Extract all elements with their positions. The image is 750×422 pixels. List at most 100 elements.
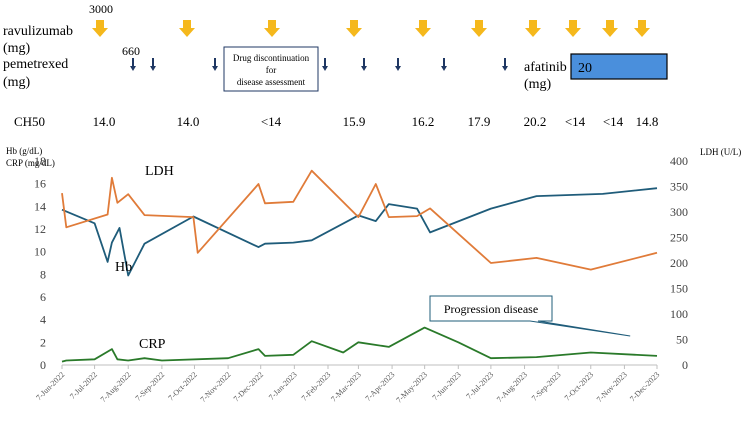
x-tick-label: 7-Jul-2023 <box>464 370 495 401</box>
y-right-tick-label: 0 <box>682 358 688 372</box>
pemetrexed-dose-arrow <box>212 58 218 71</box>
y-right-tick-label: 250 <box>670 231 688 245</box>
y-left-tick-label: 16 <box>34 177 46 191</box>
ch50-value: <14 <box>603 114 624 129</box>
progression-annotation: Progression disease <box>429 295 631 337</box>
y-left-tick-label: 2 <box>40 335 46 349</box>
annotation-callout-box <box>429 295 631 337</box>
ravulizumab-label: ravulizumab <box>3 24 73 39</box>
y-right-tick-label: 350 <box>670 180 688 194</box>
y-left-tick-label: 8 <box>40 267 46 281</box>
x-tick-label: 7-Apr-2023 <box>364 370 397 403</box>
pemetrexed-first-dose: 660 <box>122 44 140 58</box>
chart-series <box>61 169 658 363</box>
y-left-tick-label: 10 <box>34 245 46 259</box>
x-tick-label: 7-Dec-2022 <box>232 370 265 403</box>
treatment-timeline: 3000 ravulizumab (mg) 660 pemetrexed (mg… <box>3 2 668 129</box>
x-tick-label: 7-Sep-2023 <box>530 370 563 403</box>
ch50-value: 15.9 <box>343 114 366 129</box>
afatinib-dose-bar <box>570 53 668 80</box>
ch50-value: <14 <box>261 114 282 129</box>
x-tick-label: 7-Sep-2022 <box>134 370 167 403</box>
ravulizumab-dose-arrow <box>471 20 487 37</box>
lab-chart: Hb (g/dL) CRP (mg/dL) LDH (U/L) 0 2 4 6 8 10 1… <box>6 146 741 405</box>
x-tick-label: 7-Aug-2023 <box>495 370 529 404</box>
y-right-tick-label: 200 <box>670 256 688 270</box>
drug-discontinuation-box: Drug discontinuation for disease assessm… <box>223 46 319 92</box>
series-label-crp: CRP <box>139 337 166 352</box>
ravulizumab-dose-arrows <box>92 20 650 37</box>
x-tick-label: 7-Oct-2023 <box>563 370 595 402</box>
pemetrexed-dose-arrow <box>502 58 508 71</box>
ravulizumab-dose-arrow <box>92 20 108 37</box>
afatinib-label: afatinib <box>524 60 567 75</box>
pemetrexed-dose-arrows <box>130 58 508 71</box>
pemetrexed-dose-arrow <box>361 58 367 71</box>
afatinib-unit: (mg) <box>524 77 552 92</box>
ravulizumab-unit: (mg) <box>3 41 31 56</box>
pemetrexed-dose-arrow <box>150 58 156 71</box>
ch50-value: 20.2 <box>524 114 547 129</box>
y-left-tick-label: 4 <box>40 313 46 327</box>
y-right-tick-label: 300 <box>670 205 688 219</box>
y-left-tick-label: 18 <box>34 154 46 168</box>
ravulizumab-dose-arrow <box>179 20 195 37</box>
pemetrexed-dose-arrow <box>395 58 401 71</box>
chart-axes: 0 2 4 6 8 10 12 14 16 18 0 50 100 150 200 250 300 350 400 7… <box>34 154 688 405</box>
ravulizumab-first-dose: 3000 <box>89 2 113 16</box>
y-right-tick-label: 100 <box>670 307 688 321</box>
pemetrexed-dose-arrow <box>441 58 447 71</box>
ch50-value: 14.0 <box>93 114 116 129</box>
y-right-tick-label: 400 <box>670 154 688 168</box>
left-axis-label-hb: Hb (g/dL) <box>6 146 42 156</box>
series-labels: Hb LDH CRP <box>115 164 174 352</box>
pemetrexed-dose-arrow <box>130 58 136 71</box>
ravulizumab-dose-arrow <box>565 20 581 37</box>
series-line-ldh <box>61 169 658 271</box>
x-tick-label: 7-Jul-2022 <box>68 370 99 401</box>
x-tick-label: 7-Nov-2022 <box>199 370 233 404</box>
x-tick-label: 7-May-2023 <box>394 370 429 405</box>
ch50-value: 17.9 <box>468 114 491 129</box>
y-left-tick-label: 14 <box>34 199 46 213</box>
ravulizumab-dose-arrow <box>525 20 541 37</box>
x-tick-label: 7-Jan-2023 <box>267 370 299 402</box>
discontinuation-line1: Drug discontinuation <box>233 53 310 63</box>
x-tick-label: 7-Dec-2023 <box>628 370 661 403</box>
x-tick-label: 7-Feb-2023 <box>300 370 333 403</box>
x-tick-label: 7-Oct-2022 <box>166 370 198 402</box>
x-tick-label: 7-Aug-2022 <box>99 370 133 404</box>
y-right-tick-label: 50 <box>676 333 688 347</box>
x-tick-label: 7-Jun-2023 <box>431 370 463 402</box>
series-line-crp <box>61 326 658 363</box>
y-right-tick-label: 150 <box>670 282 688 296</box>
ch50-value: <14 <box>565 114 586 129</box>
ravulizumab-dose-arrow <box>602 20 618 37</box>
ch50-value: 14.0 <box>177 114 200 129</box>
x-tick-label: 7-Mar-2023 <box>329 370 363 404</box>
right-axis-label-ldh: LDH (U/L) <box>700 147 741 157</box>
y-left-tick-label: 0 <box>40 358 46 372</box>
afatinib-dose: 20 <box>578 61 592 76</box>
series-label-ldh: LDH <box>145 164 174 179</box>
x-tick-label: 7-Jun-2022 <box>34 370 66 402</box>
series-label-hb: Hb <box>115 260 132 275</box>
annotation-text: Progression disease <box>444 302 538 316</box>
left-axis-label-crp: CRP (mg/dL) <box>6 158 55 168</box>
y-left-tick-label: 12 <box>34 222 46 236</box>
ch50-values: 14.0 14.0 <14 15.9 16.2 17.9 20.2 <14 <14 14.8 <box>93 114 659 129</box>
discontinuation-line2: for <box>266 65 277 75</box>
ravulizumab-dose-arrow <box>415 20 431 37</box>
ch50-label: CH50 <box>14 114 45 129</box>
ravulizumab-dose-arrow <box>264 20 280 37</box>
pemetrexed-dose-arrow <box>322 58 328 71</box>
discontinuation-line3: disease assessment <box>237 77 306 87</box>
y-left-tick-label: 6 <box>40 290 46 304</box>
ch50-value: 16.2 <box>412 114 435 129</box>
pemetrexed-unit: (mg) <box>3 75 31 90</box>
series-line-hb <box>61 187 658 277</box>
x-tick-label: 7-Nov-2023 <box>595 370 629 404</box>
ch50-value: 14.8 <box>636 114 659 129</box>
ravulizumab-dose-arrow <box>634 20 650 37</box>
